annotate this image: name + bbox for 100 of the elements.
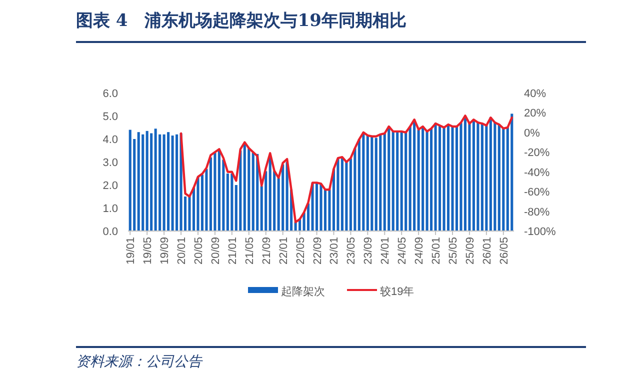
bar: [196, 176, 200, 231]
bar: [370, 136, 374, 231]
bar: [422, 126, 424, 231]
bar: [396, 130, 399, 231]
bar: [362, 132, 365, 231]
x-tick-label: 22/01: [278, 237, 290, 265]
y-tick-label: 6.0: [102, 88, 118, 100]
bar: [205, 168, 208, 231]
bar: [176, 134, 178, 231]
chart-title: 图表 4 浦东机场起降架次与19年同期相比: [76, 11, 406, 31]
bar: [426, 130, 428, 231]
bar: [171, 136, 174, 231]
bar: [485, 125, 488, 231]
bar: [476, 122, 480, 231]
y-tick-label: 2.0: [102, 180, 118, 192]
bar: [480, 122, 484, 231]
y2-tick-label: -40%: [524, 166, 550, 179]
y2-tick-label: -80%: [524, 206, 550, 218]
y2-tick-label: -20%: [524, 147, 550, 160]
bar: [167, 132, 170, 231]
y2-tick-label: -100%: [524, 226, 556, 238]
bar: [408, 126, 412, 231]
bar: [366, 136, 369, 231]
bar: [413, 119, 416, 231]
bar: [282, 164, 284, 231]
x-tick-label: 24/05: [396, 237, 409, 265]
x-tick-label: 20/09: [210, 237, 222, 265]
bar: [345, 162, 348, 231]
y-tick-label: 3.0: [102, 157, 118, 169]
bar: [162, 134, 166, 231]
legend-label: 起降架次: [281, 285, 325, 298]
bar: [430, 128, 433, 231]
bar: [442, 128, 446, 231]
text: 资料来源：公司公告: [76, 354, 203, 370]
bar: [510, 114, 514, 231]
x-tick-label: 26/05: [498, 237, 510, 265]
x-tick-label: 23/05: [346, 237, 358, 265]
y2-tick-label: -60%: [524, 186, 550, 199]
bar: [315, 182, 318, 231]
bar: [243, 144, 246, 231]
bar: [154, 128, 157, 231]
bar: [137, 132, 140, 231]
bar: [400, 132, 403, 231]
x-tick-label: 25/01: [430, 237, 443, 265]
bar: [446, 124, 450, 231]
bar: [494, 122, 496, 231]
x-tick-label: 22/05: [294, 237, 307, 265]
line-series: [180, 114, 513, 224]
bar: [374, 138, 378, 231]
x-tick-label: 21/01: [226, 237, 239, 265]
bar: [252, 152, 254, 231]
x-tick-label: 24/01: [380, 237, 392, 265]
bar: [209, 157, 212, 231]
bar: [218, 150, 220, 231]
y-tick-label: 4.0: [102, 134, 118, 146]
y-tick-label: 5.0: [102, 111, 118, 123]
bar: [417, 130, 420, 231]
legend-label: 较19年: [380, 285, 414, 298]
x-tick-label: 23/01: [328, 237, 341, 265]
bar: [451, 126, 454, 231]
bar: [336, 158, 340, 231]
y2-tick-label: 40%: [524, 88, 546, 100]
bar: [230, 174, 234, 231]
x-tick-label: 24/09: [414, 237, 426, 265]
y-tick-label: 1.0: [102, 203, 118, 215]
x-tick-label: 20/01: [176, 237, 188, 265]
bar: [392, 130, 394, 231]
bar: [340, 157, 344, 231]
x-tick-label: 19/01: [125, 237, 138, 265]
x-tick-label: 21/05: [244, 237, 256, 265]
x-tick-label: 19/05: [142, 237, 154, 265]
bar: [404, 132, 408, 231]
bar: [379, 134, 382, 231]
bar: [146, 130, 148, 231]
x-tick-label: 25/09: [464, 237, 476, 265]
bar: [214, 152, 216, 231]
bar: [438, 125, 442, 231]
bar: [455, 126, 458, 231]
bar: [128, 130, 132, 231]
bar: [498, 124, 500, 231]
bar: [226, 174, 229, 231]
y2-tick-label: 0%: [524, 127, 540, 140]
y2-tick-label: 20%: [524, 108, 546, 120]
x-tick-label: 19/09: [159, 237, 172, 265]
x-tick-label: 20/05: [192, 237, 205, 265]
bar: [142, 134, 144, 231]
x-tick-label: 21/09: [260, 237, 273, 265]
bar: [489, 117, 492, 231]
bar: [502, 128, 505, 231]
x-tick-label: 25/05: [447, 237, 460, 265]
bar: [388, 126, 390, 231]
bar: [264, 171, 268, 231]
x-tick-label: 22/09: [312, 237, 324, 265]
y-tick-label: 0.0: [102, 226, 118, 238]
bar: [434, 122, 437, 231]
x-tick-label: 23/09: [362, 237, 375, 265]
bar: [320, 184, 322, 231]
bar: [354, 148, 356, 231]
bar: [248, 148, 250, 231]
x-tick-label: 26/01: [481, 237, 494, 265]
